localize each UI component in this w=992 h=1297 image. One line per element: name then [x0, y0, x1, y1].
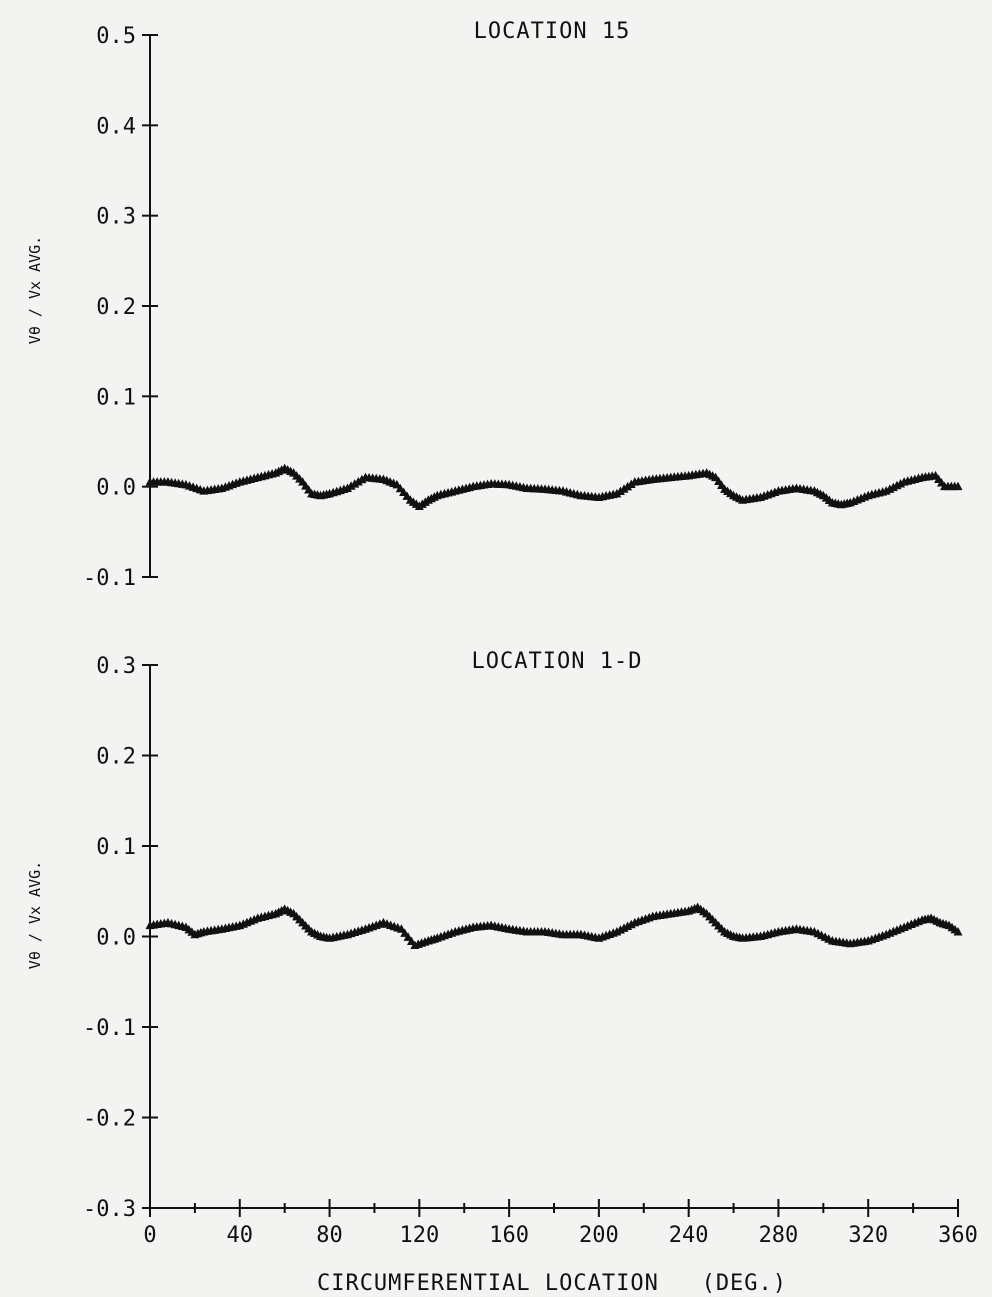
data-point	[615, 486, 625, 496]
data-point	[357, 474, 367, 484]
axes: 0.3 0.2 0.1 0.0 -0.1 -0.2 -0.3 0 40 80 120 160 200 24…	[83, 654, 978, 1248]
y-tick-label: 0.1	[96, 385, 136, 410]
data-point	[346, 481, 356, 490]
data-point	[619, 484, 629, 493]
y-tick-label: -0.1	[83, 566, 136, 591]
y-axis-label: Vθ / Vx AVG.	[26, 861, 44, 969]
x-tick-label: 160	[489, 1223, 529, 1248]
y-tick-label: 0.0	[96, 926, 136, 951]
chart-location-15: LOCATION 15 Vθ / Vx AVG. 0.5 0.4 0.3 0.2 0.1…	[26, 19, 963, 591]
data-point	[343, 483, 353, 492]
data-point	[623, 481, 633, 491]
x-tick-label: 280	[759, 1223, 799, 1248]
x-tick-label: 240	[669, 1223, 709, 1248]
x-tick-label: 0	[143, 1223, 156, 1248]
y-tick-label: 0.4	[96, 114, 136, 139]
data-markers	[145, 902, 963, 950]
y-tick-label: -0.2	[83, 1107, 136, 1132]
y-tick-label: 0.2	[96, 745, 136, 770]
x-tick-label: 80	[316, 1223, 343, 1248]
y-tick-label: 0.1	[96, 835, 136, 860]
axes: 0.5 0.4 0.3 0.2 0.1 0.0 -0.1	[83, 24, 158, 591]
chart-location-1-d: LOCATION 1-D Vθ / Vx AVG. 0.3 0.2 0.1 0.0 -0…	[26, 649, 978, 1296]
y-tick-label: 0.3	[96, 654, 136, 679]
data-point	[353, 476, 363, 486]
data-point	[350, 479, 360, 488]
data-point	[953, 481, 963, 491]
chart-title: LOCATION 1-D	[472, 649, 643, 674]
data-point	[953, 926, 963, 936]
data-point	[626, 479, 636, 488]
y-tick-label: 0.3	[96, 205, 136, 230]
y-axis-label: Vθ / Vx AVG.	[26, 236, 44, 344]
y-tick-label: -0.3	[83, 1197, 136, 1222]
x-tick-label: 40	[227, 1223, 254, 1248]
y-tick-label: 0.2	[96, 295, 136, 320]
x-tick-label: 320	[848, 1223, 888, 1248]
y-tick-label: -0.1	[83, 1016, 136, 1041]
data-point	[612, 488, 622, 498]
x-axis-label: CIRCUMFERENTIAL LOCATION (DEG.)	[317, 1271, 787, 1296]
x-tick-label: 200	[579, 1223, 619, 1248]
x-tick-label: 120	[399, 1223, 439, 1248]
x-tick-label: 360	[938, 1223, 978, 1248]
chart-title: LOCATION 15	[474, 19, 631, 44]
y-tick-label: 0.5	[96, 24, 136, 49]
data-markers	[145, 463, 963, 511]
y-tick-label: 0.0	[96, 476, 136, 501]
